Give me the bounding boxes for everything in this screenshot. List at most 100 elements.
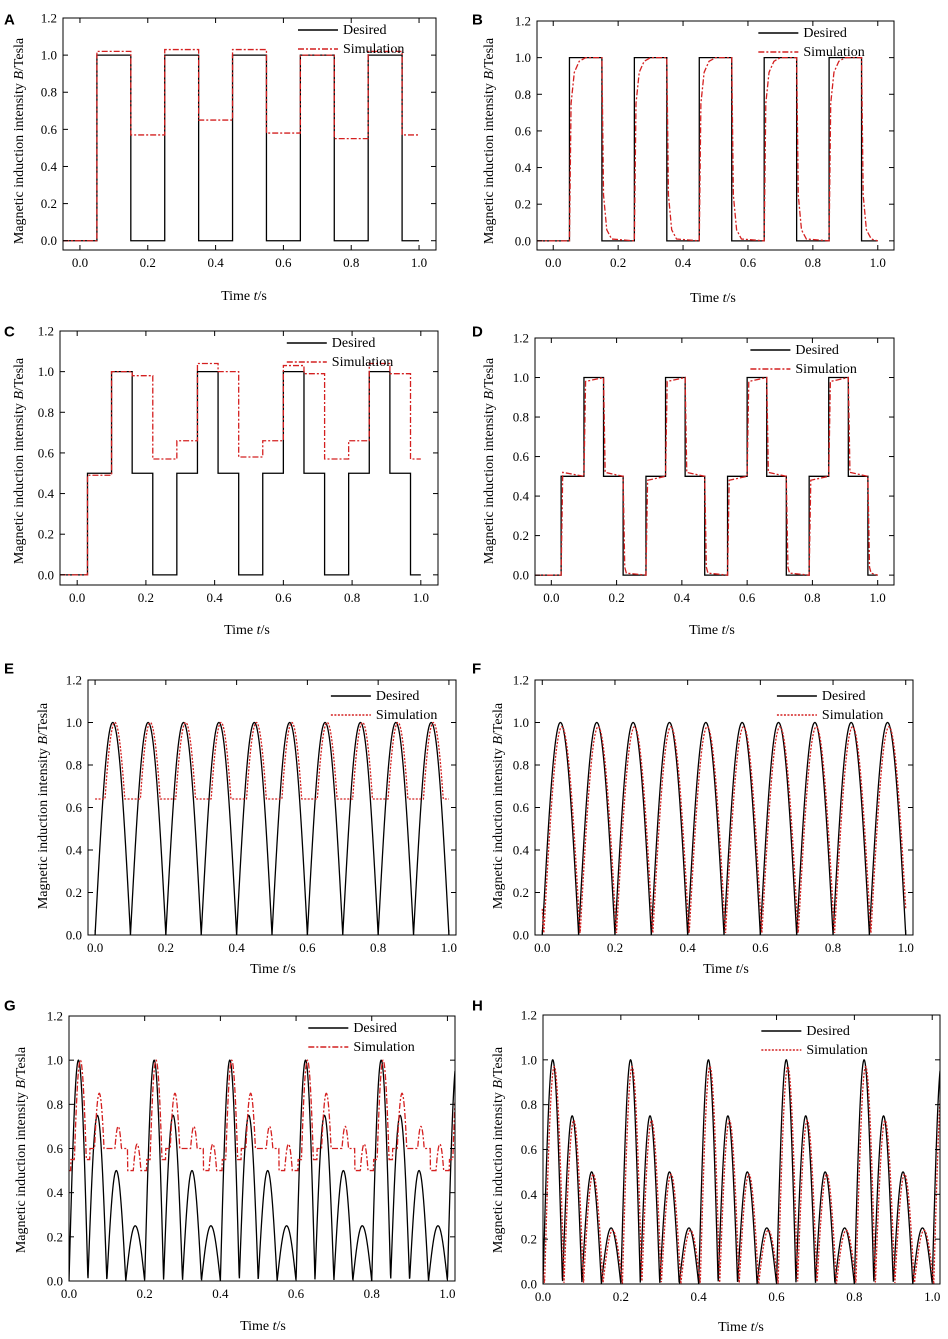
panel-letter: E — [4, 660, 14, 677]
panel-letter: G — [4, 997, 16, 1014]
x-tick-label: 0.4 — [675, 255, 692, 270]
x-tick-label: 1.0 — [924, 1289, 940, 1304]
y-tick-label: 0.8 — [41, 85, 57, 100]
x-tick-label: 0.4 — [207, 255, 224, 270]
y-tick-label: 1.2 — [513, 331, 529, 346]
y-tick-label: 0.2 — [515, 197, 531, 212]
y-tick-label: 0.4 — [66, 843, 83, 858]
legend-label-desired: Desired — [353, 1021, 397, 1036]
y-tick-label: 1.0 — [38, 364, 54, 379]
x-axis-title: Time t/s — [689, 623, 735, 638]
y-tick-label: 0.8 — [47, 1097, 63, 1112]
x-tick-label: 0.2 — [137, 1286, 153, 1301]
y-tick-label: 0.0 — [513, 568, 529, 583]
x-tick-label: 0.2 — [607, 940, 623, 955]
series-desired-line — [63, 54, 420, 242]
x-tick-label: 1.0 — [413, 590, 429, 605]
panel-letter: A — [4, 11, 15, 28]
y-tick-label: 1.0 — [47, 1053, 63, 1068]
y-axis-title: Magnetic induction intensity B/Tesla — [36, 702, 51, 909]
y-tick-label: 0.6 — [38, 445, 55, 460]
y-tick-label: 0.2 — [513, 528, 529, 543]
y-tick-label: 1.0 — [513, 370, 529, 385]
y-tick-label: 0.0 — [521, 1277, 537, 1292]
x-tick-label: 0.6 — [275, 590, 292, 605]
y-tick-label: 0.6 — [513, 449, 530, 464]
x-tick-label: 0.6 — [288, 1286, 305, 1301]
y-tick-label: 1.0 — [66, 715, 82, 730]
legend-label-simulation: Simulation — [806, 1043, 867, 1058]
legend-label-desired: Desired — [343, 23, 387, 38]
axes-frame — [534, 337, 895, 586]
series-desired-line — [69, 1059, 455, 1281]
y-tick-label: 0.4 — [513, 843, 530, 858]
panel-C: C 0.0 0.2 0.4 0.6 0.8 1.0 0.0 0.2 0.4 0.6 0.8 1.0 1.2… — [4, 323, 439, 638]
series-simulation-line — [63, 48, 420, 242]
y-axis-title: Magnetic induction intensity B/Tesla — [14, 1046, 29, 1253]
x-tick-label: 0.2 — [613, 1289, 629, 1304]
y-tick-label: 0.2 — [38, 527, 54, 542]
y-tick-label: 0.2 — [513, 885, 529, 900]
x-tick-label: 0.8 — [846, 1289, 862, 1304]
x-tick-label: 0.4 — [212, 1286, 229, 1301]
y-tick-label: 1.0 — [521, 1052, 537, 1067]
x-tick-label: 0.2 — [608, 590, 624, 605]
x-tick-label: 0.8 — [805, 255, 821, 270]
y-tick-label: 0.0 — [41, 233, 57, 248]
series-desired-line — [537, 56, 878, 242]
y-tick-label: 0.8 — [38, 405, 54, 420]
x-tick-label: 0.8 — [343, 255, 359, 270]
x-tick-label: 0.4 — [207, 590, 224, 605]
legend-label-simulation: Simulation — [376, 708, 437, 723]
panel-letter: H — [472, 997, 483, 1014]
x-tick-label: 0.0 — [87, 940, 103, 955]
y-tick-label: 1.2 — [66, 673, 82, 688]
panel-E: E 0.0 0.2 0.4 0.6 0.8 1.0 0.0 0.2 0.4 0.6 0.8 1.0 1.2… — [4, 660, 457, 977]
x-tick-label: 0.4 — [228, 940, 245, 955]
legend-label-desired: Desired — [806, 1024, 850, 1039]
x-tick-label: 0.6 — [740, 255, 757, 270]
x-tick-label: 0.0 — [545, 255, 561, 270]
y-axis-title: Magnetic induction intensity B/Tesla — [491, 1046, 506, 1253]
x-tick-label: 0.8 — [344, 590, 360, 605]
x-tick-label: 0.0 — [72, 255, 88, 270]
x-tick-label: 0.0 — [543, 590, 559, 605]
x-tick-label: 0.4 — [691, 1289, 708, 1304]
x-tick-label: 0.2 — [158, 940, 174, 955]
series-simulation-line — [535, 376, 878, 576]
y-tick-label: 0.8 — [515, 87, 531, 102]
x-tick-label: 0.2 — [138, 590, 154, 605]
legend-label-desired: Desired — [795, 343, 839, 358]
series-simulation-line — [541, 726, 907, 934]
x-tick-label: 0.4 — [674, 590, 691, 605]
axes-frame — [62, 17, 437, 251]
y-tick-label: 0.2 — [47, 1229, 63, 1244]
axes-frame — [536, 20, 895, 251]
y-tick-label: 0.4 — [515, 160, 532, 175]
y-tick-label: 0.4 — [38, 486, 55, 501]
x-tick-label: 1.0 — [870, 590, 886, 605]
y-tick-label: 0.2 — [41, 196, 57, 211]
y-tick-label: 1.0 — [41, 48, 57, 63]
y-tick-label: 1.0 — [515, 50, 531, 65]
legend-label-simulation: Simulation — [332, 355, 393, 370]
y-tick-label: 0.0 — [513, 928, 529, 943]
y-tick-label: 1.2 — [41, 11, 57, 26]
y-tick-label: 0.6 — [513, 800, 530, 815]
panel-G: G 0.0 0.2 0.4 0.6 0.8 1.0 0.0 0.2 0.4 0.6 0.8 1.0 1.2… — [4, 997, 456, 1334]
x-tick-label: 1.0 — [441, 940, 457, 955]
series-desired-line — [541, 721, 907, 935]
x-tick-label: 1.0 — [439, 1286, 455, 1301]
x-tick-label: 0.0 — [534, 940, 550, 955]
x-axis-title: Time t/s — [240, 1319, 286, 1334]
y-axis-title: Magnetic induction intensity B/Tesla — [491, 702, 506, 909]
series-desired-line — [94, 721, 450, 935]
x-tick-label: 0.6 — [275, 255, 292, 270]
panel-letter: D — [472, 323, 483, 340]
x-tick-label: 0.2 — [610, 255, 626, 270]
y-axis-title: Magnetic induction intensity B/Tesla — [482, 357, 497, 564]
y-tick-label: 0.6 — [521, 1142, 538, 1157]
y-tick-label: 0.0 — [66, 928, 82, 943]
panel-H: H 0.0 0.2 0.4 0.6 0.8 1.0 0.0 0.2 0.4 0.6 0.8 1.0 1.2… — [472, 997, 941, 1335]
